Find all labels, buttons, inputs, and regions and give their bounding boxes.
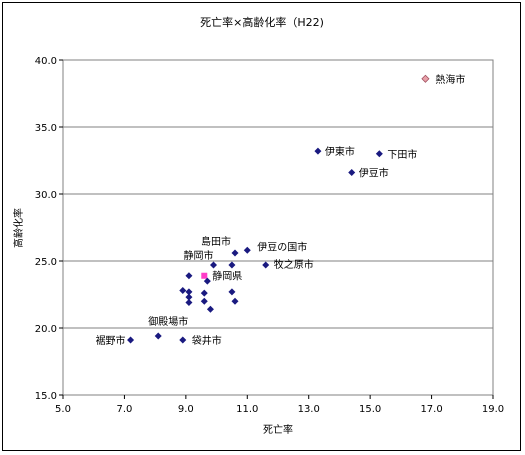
- data-point: [185, 272, 193, 280]
- point-label: 島田市: [201, 235, 231, 248]
- data-point: [375, 150, 383, 158]
- data-point: [228, 288, 236, 296]
- data-point: [206, 305, 214, 313]
- x-axis-ticks: 5.0 7.0 9.0 11.0 13.0 15.0 17.0 19.0: [55, 395, 504, 415]
- point-label: 御殿場市: [148, 315, 188, 328]
- x-tick-label: 19.0: [482, 404, 504, 415]
- data-points: [127, 74, 430, 344]
- y-axis-label: 高齢化率: [12, 208, 25, 248]
- data-point: [200, 297, 208, 305]
- plot-area: [62, 59, 494, 396]
- data-point: [127, 336, 135, 344]
- data-point: [262, 261, 270, 269]
- point-label: 伊東市: [325, 145, 355, 158]
- point-label: 袋井市: [192, 334, 222, 347]
- data-point: [185, 299, 193, 307]
- point-label: 静岡市: [184, 249, 214, 262]
- data-point: [421, 74, 430, 83]
- point-label: 下田市: [387, 148, 417, 161]
- x-tick-label: 17.0: [420, 404, 442, 415]
- x-tick-label: 7.0: [116, 404, 132, 415]
- y-tick-label: 25.0: [35, 257, 57, 268]
- data-point: [179, 286, 187, 294]
- data-point: [243, 246, 251, 254]
- data-point: [314, 147, 322, 155]
- data-point: [201, 272, 208, 279]
- data-point: [228, 261, 236, 269]
- data-point: [231, 249, 239, 257]
- data-point: [154, 332, 162, 340]
- data-point: [185, 288, 193, 296]
- y-tick-label: 20.0: [35, 324, 57, 335]
- point-label: 牧之原市: [274, 258, 314, 271]
- point-label: 伊豆の国市: [257, 240, 307, 253]
- y-axis-ticks: 15.0 20.0 25.0 30.0 35.0 40.0: [35, 56, 63, 402]
- x-tick-label: 13.0: [298, 404, 320, 415]
- data-point: [348, 169, 356, 177]
- point-label: 伊豆市: [359, 167, 389, 180]
- data-point: [231, 297, 239, 305]
- point-label: 裾野市: [96, 334, 126, 347]
- y-tick-label: 30.0: [35, 190, 57, 201]
- point-label: 静岡県: [212, 270, 242, 283]
- data-point: [179, 336, 187, 344]
- data-point: [185, 293, 193, 301]
- x-tick-label: 15.0: [359, 404, 381, 415]
- data-point: [203, 277, 211, 285]
- point-label: 熱海市: [435, 73, 465, 86]
- y-tick-label: 35.0: [35, 123, 57, 134]
- data-point: [200, 289, 208, 297]
- x-tick-label: 5.0: [55, 404, 71, 415]
- x-tick-label: 11.0: [236, 404, 258, 415]
- y-tick-label: 15.0: [35, 391, 57, 402]
- gridlines: [63, 126, 493, 329]
- chart-title: 死亡率×高齢化率（H22): [200, 15, 324, 29]
- data-point: [210, 261, 217, 269]
- x-tick-label: 9.0: [178, 404, 194, 415]
- y-tick-label: 40.0: [35, 56, 57, 67]
- x-axis-label: 死亡率: [263, 423, 293, 436]
